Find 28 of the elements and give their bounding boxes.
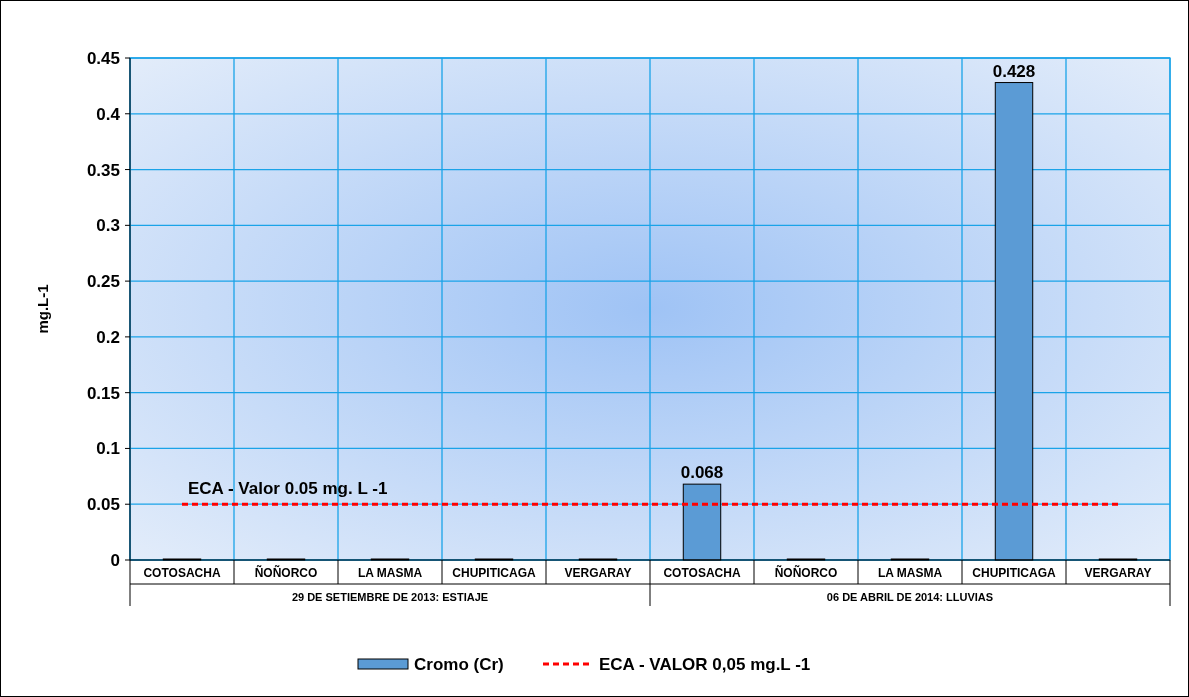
y-tick-label: 0.25 — [86, 272, 120, 292]
x-tick-label: COTOSACHA — [663, 566, 741, 580]
legend-label: ECA - VALOR 0,05 mg.L -1 — [599, 654, 811, 674]
x-tick-label: ÑOÑORCO — [254, 565, 318, 580]
y-axis-title: mg.L-1 — [34, 284, 51, 334]
text: 29 DE SETIEMBRE DE 2013: ESTIAJE — [291, 591, 489, 603]
x-tick-label: VERGARAY — [564, 566, 632, 580]
y-tick-label: 0.35 — [86, 160, 120, 180]
x-tick-label: CHUPITICAGA — [972, 566, 1056, 580]
y-tick-label: 0.2 — [96, 327, 120, 347]
y-tick-label: 0.3 — [96, 216, 120, 236]
data-label: 0.428 — [992, 61, 1036, 81]
y-tick-label: 0.4 — [96, 104, 121, 124]
x-tick-label: VERGARAY — [1084, 566, 1152, 580]
annotation: ECA - Valor 0.05 mg. L -1 — [188, 479, 388, 499]
x-tick-label: ÑOÑORCO — [774, 565, 838, 580]
y-tick-label: 0.15 — [86, 383, 120, 403]
y-tick-label: 0.1 — [96, 439, 120, 459]
x-tick-label: COTOSACHA — [143, 566, 221, 580]
y-tick-label: 0.45 — [86, 48, 120, 68]
x-tick-label: LA MASMA — [877, 566, 943, 580]
text: 06 DE ABRIL DE 2014: LLUVIAS — [826, 591, 994, 603]
x-tick-label: CHUPITICAGA — [452, 566, 536, 580]
data-label: 0.068 — [680, 463, 724, 483]
y-tick-label: 0.05 — [86, 495, 120, 515]
y-tick-label: 0 — [110, 550, 120, 570]
x-tick-label: LA MASMA — [357, 566, 423, 580]
legend-label: Cromo (Cr) — [414, 654, 504, 674]
